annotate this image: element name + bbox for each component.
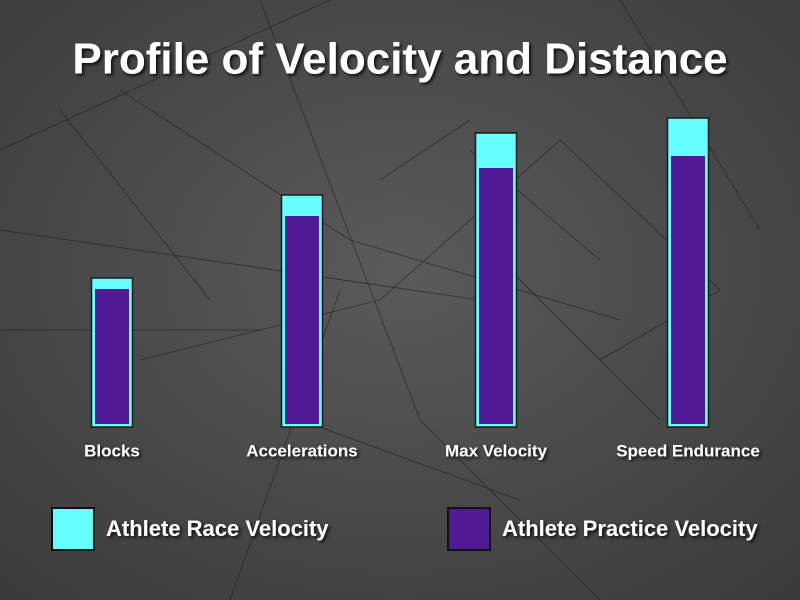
practice-bar <box>95 289 129 424</box>
practice-bar <box>479 168 513 424</box>
legend-label: Athlete Race Velocity <box>106 516 329 541</box>
practice-bar <box>671 156 705 424</box>
chart-title: Profile of Velocity and Distance <box>72 35 727 84</box>
x-tick-label: Speed Endurance <box>616 441 760 460</box>
legend-label: Athlete Practice Velocity <box>502 516 758 541</box>
x-tick-label: Blocks <box>84 441 140 460</box>
legend-swatch <box>447 507 491 551</box>
x-tick-label: Accelerations <box>246 441 358 460</box>
practice-bar <box>285 216 319 424</box>
legend-swatch <box>51 507 95 551</box>
x-tick-label: Max Velocity <box>445 441 548 460</box>
